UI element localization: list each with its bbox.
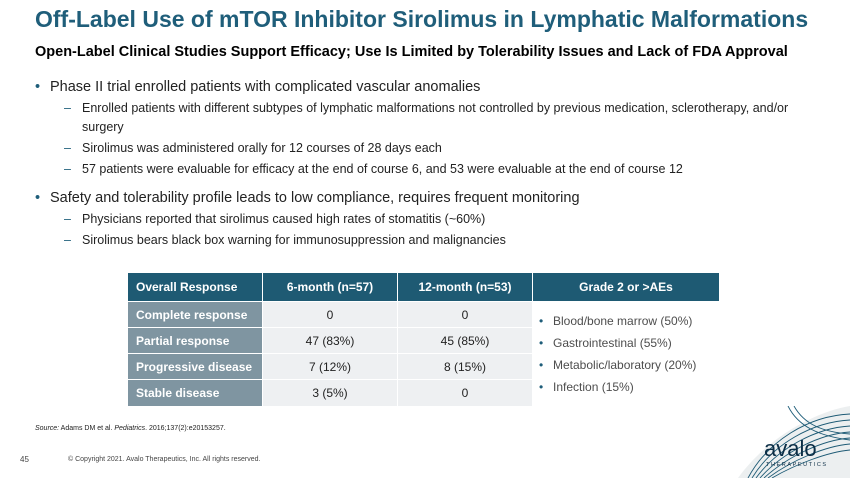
logo-tagline: THERAPEUTICS	[766, 462, 828, 468]
source-citation: Source: Adams DM et al. Pediatrics. 2016…	[35, 425, 226, 432]
sub-bullet-text: Sirolimus was administered orally for 12…	[82, 141, 442, 155]
bullet-safety: • Safety and tolerability profile leads t…	[35, 189, 825, 208]
header-12-month: 12-month (n=53)	[397, 272, 533, 302]
cell-12-month: 8 (15%)	[397, 353, 533, 381]
dash-icon: –	[64, 162, 71, 176]
ae-item: • Metabolic/laboratory (20%)	[539, 354, 714, 376]
bullet-dot-icon: •	[539, 336, 544, 350]
dash-icon: –	[64, 141, 71, 155]
cell-12-month: 0	[397, 300, 533, 329]
sub-bullet: –57 patients were evaluable for efficacy…	[35, 160, 825, 179]
ae-text: Metabolic/laboratory (20%)	[553, 358, 697, 372]
source-authors: Adams DM et al.	[59, 425, 115, 432]
logo-wordmark: avalo	[764, 436, 817, 461]
response-table: Overall Response 6-month (n=57) 12-month…	[127, 272, 720, 407]
source-journal: Pediatrics	[114, 425, 146, 432]
row-label: Partial response	[127, 327, 263, 355]
table-row: Complete response 0 0 • Blood/bone marrow…	[127, 300, 720, 406]
sub-bullet-text: Physicians reported that sirolimus cause…	[82, 212, 486, 226]
cell-6-month: 0	[262, 300, 398, 329]
adverse-events-list: • Blood/bone marrow (50%) • Gastrointestin…	[532, 301, 720, 406]
bullet-dot-icon: •	[539, 314, 544, 328]
row-label: Complete response	[127, 300, 263, 329]
copyright-notice: © Copyright 2021. Avalo Therapeutics, In…	[68, 456, 261, 463]
bullet-dot-icon: •	[35, 190, 41, 206]
bullet-phase2: • Phase II trial enrolled patients with c…	[35, 78, 825, 97]
slide-title: Off-Label Use of mTOR Inhibitor Sirolimu…	[35, 6, 809, 32]
bullet-dot-icon: •	[539, 358, 544, 372]
dash-icon: –	[64, 101, 71, 115]
sub-bullet: – Physicians reported that sirolimus caus…	[35, 210, 825, 229]
source-prefix: Source:	[35, 425, 60, 432]
slide-subtitle: Open-Label Clinical Studies Support Effi…	[35, 44, 788, 60]
sub-bullet: – Enrolled patients with different subtyp…	[35, 99, 825, 137]
header-adverse-events: Grade 2 or >AEs	[532, 272, 720, 302]
bullet-text: Phase II trial enrolled patients with co…	[50, 79, 481, 95]
cell-12-month: 0	[397, 379, 533, 407]
sub-bullet: – Sirolimus bears black box warning for i…	[35, 231, 825, 250]
dash-icon: –	[64, 233, 71, 247]
table-row: Partial response 47 (83%) 45 (85%)	[127, 327, 720, 355]
cell-6-month: 7 (12%)	[262, 353, 398, 381]
swirl-graphic	[747, 406, 850, 478]
table-row: Stable disease 3 (5%) 0	[127, 379, 720, 407]
cell-12-month: 45 (85%)	[397, 327, 533, 355]
source-details: . 2016;137(2):e20153257.	[145, 425, 226, 432]
ae-item: • Infection (15%)	[539, 376, 714, 398]
page-number: 45	[20, 455, 29, 464]
sub-bullet-text: 57 patients were evaluable for efficacy …	[82, 162, 683, 176]
sub-bullet: – Sirolimus was administered orally for 1…	[35, 139, 825, 158]
bullet-dot-icon: •	[35, 79, 41, 95]
bullet-text: Safety and tolerability profile leads to…	[50, 190, 580, 206]
ae-text: Gastrointestinal (55%)	[553, 336, 672, 350]
header-overall-response: Overall Response	[127, 272, 263, 302]
bullet-list: • Phase II trial enrolled patients with c…	[35, 78, 825, 250]
ae-text: Blood/bone marrow (50%)	[553, 314, 693, 328]
cell-6-month: 3 (5%)	[262, 379, 398, 407]
sub-bullet-text: Sirolimus bears black box warning for im…	[82, 233, 506, 247]
row-label: Stable disease	[127, 379, 263, 407]
ae-item: • Gastrointestinal (55%)	[539, 332, 714, 354]
row-label: Progressive disease	[127, 353, 263, 381]
table-row: Progressive disease 7 (12%) 8 (15%)	[127, 353, 720, 381]
bullet-dot-icon: •	[539, 380, 544, 394]
sub-bullet-text: Enrolled patients with different subtype…	[82, 101, 789, 134]
dash-icon: –	[64, 212, 71, 226]
table-header-row: Overall Response 6-month (n=57) 12-month…	[127, 272, 720, 302]
header-6-month: 6-month (n=57)	[262, 272, 398, 302]
cell-6-month: 47 (83%)	[262, 327, 398, 355]
avalo-logo: avalo THERAPEUTICS	[738, 406, 850, 478]
ae-text: Infection (15%)	[553, 380, 634, 394]
ae-item: • Blood/bone marrow (50%)	[539, 310, 714, 332]
